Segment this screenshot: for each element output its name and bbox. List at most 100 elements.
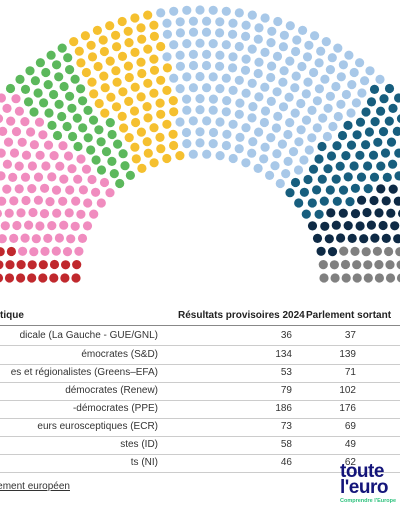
seat-sd: [0, 221, 10, 231]
seat-ecr: [285, 188, 295, 198]
source-link[interactable]: lement européen: [0, 481, 180, 495]
table-header: tique Résultats provisoires 2024 Parleme…: [0, 304, 400, 324]
seat-ppe: [278, 42, 288, 52]
seat-greens-efa: [67, 103, 77, 113]
seat-sd: [27, 184, 37, 194]
seat-renew: [74, 46, 84, 56]
seat-ppe: [195, 71, 205, 82]
seat-ppe: [314, 84, 324, 94]
seat-ecr: [384, 116, 394, 126]
source-link-text[interactable]: lement européen: [0, 481, 70, 492]
seat-sd: [35, 150, 45, 160]
seat-ecr: [314, 209, 324, 219]
seat-sd: [12, 220, 22, 231]
seat-ppe: [260, 106, 271, 116]
seat-ecr: [343, 120, 353, 130]
seat-ni: [341, 273, 351, 283]
seat-ppe: [247, 113, 257, 123]
seat-renew: [93, 61, 103, 72]
table-row: dicale (La Gauche - GUE/GNL) 36 37: [0, 327, 400, 345]
seat-gue-ngl: [0, 260, 4, 270]
seat-ecr: [335, 161, 345, 171]
seat-id: [378, 220, 388, 231]
seat-ppe: [175, 28, 185, 38]
table-row: eurs eurosceptiques (ECR) 73 69: [0, 418, 400, 436]
seat-ppe: [357, 88, 367, 98]
seat-ppe: [156, 8, 166, 18]
row-divider: [0, 400, 400, 401]
seat-ppe: [228, 85, 238, 95]
seat-ppe: [228, 29, 238, 39]
seat-ecr: [366, 97, 377, 107]
seat-ni: [363, 273, 373, 283]
seat-greens-efa: [68, 131, 78, 142]
seat-ppe: [375, 74, 385, 84]
seat-sd: [0, 171, 6, 181]
seat-renew: [175, 151, 185, 161]
seat-ppe: [273, 111, 283, 121]
value-outgoing: 176: [339, 403, 356, 414]
seat-sd: [83, 198, 93, 208]
seat-sd: [24, 220, 34, 230]
seat-id: [338, 208, 348, 218]
seat-sd: [6, 116, 16, 126]
seat-ppe: [259, 154, 269, 164]
logo-line2: l'euro: [340, 477, 388, 498]
seat-ni: [330, 273, 340, 283]
seat-sd: [58, 141, 68, 151]
seat-ppe: [323, 103, 333, 113]
seat-renew: [136, 92, 146, 102]
seat-ppe: [301, 89, 311, 99]
seat-ppe: [221, 140, 231, 151]
seat-ecr: [331, 174, 341, 184]
seat-ecr: [312, 185, 322, 195]
seat-ppe: [175, 61, 185, 71]
seat-renew: [81, 67, 91, 78]
seat-id: [390, 221, 400, 231]
seat-id: [316, 246, 326, 256]
seat-ecr: [368, 150, 379, 160]
seat-greens-efa: [113, 139, 123, 149]
seat-ecr: [356, 172, 367, 182]
seat-sd: [40, 246, 50, 256]
seat-ppe: [322, 131, 332, 142]
seat-ecr: [303, 174, 313, 185]
seat-renew: [162, 63, 172, 73]
seat-greens-efa: [15, 74, 25, 84]
seat-ppe: [341, 89, 351, 100]
logo-tagline: Comprendre l'Europe: [340, 498, 397, 504]
seat-ecr: [373, 137, 383, 147]
seat-ppe: [228, 63, 238, 73]
toute-leurope-logo[interactable]: toute l'euro Comprendre l'Europe: [338, 462, 400, 506]
seat-sd: [29, 140, 39, 150]
header-group: tique: [0, 310, 24, 321]
seat-ppe: [267, 61, 277, 71]
seat-renew: [123, 61, 133, 71]
seat-ppe: [222, 129, 232, 139]
seat-sd: [51, 246, 61, 256]
header-outgoing: Parlement sortant: [306, 310, 392, 321]
seat-sd: [43, 140, 54, 150]
seat-sd: [65, 185, 75, 195]
group-name: ts (NI): [130, 457, 158, 468]
seat-ecr: [301, 209, 311, 219]
seat-ppe: [175, 50, 185, 60]
seat-renew: [117, 51, 128, 62]
seat-id: [357, 195, 367, 205]
group-name: démocrates (Renew): [65, 385, 158, 396]
seat-ppe: [201, 27, 212, 37]
seat-ni: [385, 260, 395, 270]
seat-renew: [80, 31, 90, 41]
seat-greens-efa: [96, 165, 107, 175]
seat-ppe: [278, 77, 288, 87]
seat-ppe: [266, 96, 276, 106]
seat-id: [376, 184, 386, 194]
seat-ppe: [272, 51, 283, 62]
seat-ecr: [294, 198, 304, 208]
seat-sd: [20, 172, 31, 182]
seat-greens-efa: [59, 81, 69, 92]
seat-ppe: [182, 139, 192, 149]
seat-renew: [156, 109, 166, 119]
seat-sd: [31, 234, 41, 244]
seat-renew: [76, 58, 86, 68]
